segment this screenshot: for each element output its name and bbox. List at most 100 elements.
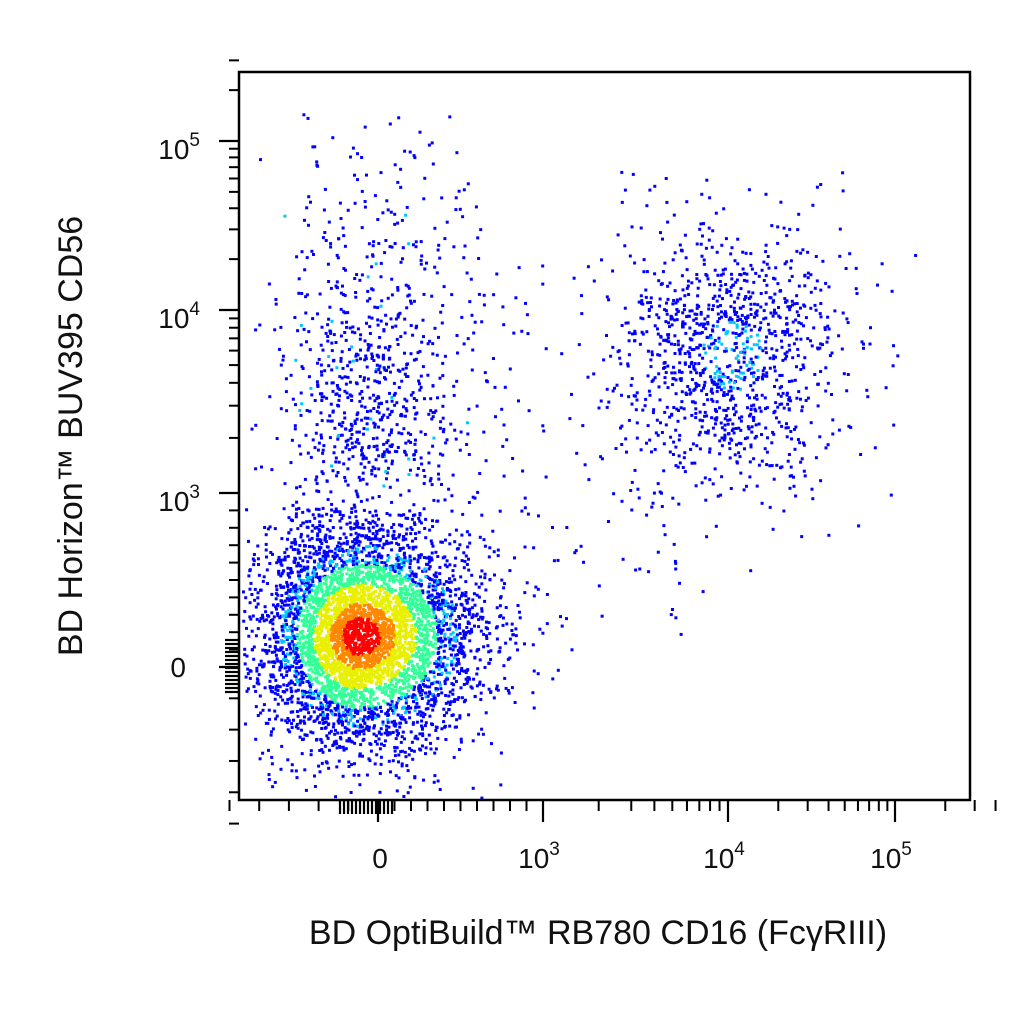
event-dot <box>299 649 303 653</box>
event-dot <box>410 637 414 640</box>
event-dot <box>393 754 397 758</box>
event-dot <box>404 559 408 563</box>
event-dot <box>336 624 340 628</box>
event-dot <box>440 604 444 608</box>
event-dot <box>300 752 304 756</box>
event-dot <box>438 620 442 624</box>
event-dot <box>402 625 406 629</box>
event-dot <box>428 583 432 587</box>
event-dot <box>319 582 323 586</box>
event-dot <box>334 713 337 717</box>
event-dot <box>402 561 406 565</box>
event-dot <box>409 686 413 690</box>
event-dot <box>380 643 384 647</box>
event-dot <box>288 668 291 672</box>
event-dot <box>343 626 347 630</box>
event-dot <box>409 598 413 602</box>
event-dot <box>339 667 343 670</box>
event-dot <box>279 585 283 589</box>
event-dot <box>313 637 317 641</box>
event-dot <box>373 547 377 551</box>
event-dot <box>320 748 324 752</box>
event-dot <box>435 519 439 523</box>
event-dot <box>354 621 358 625</box>
event-dot <box>467 568 471 572</box>
event-dot <box>309 667 313 671</box>
event-dot <box>362 615 366 619</box>
event-dot <box>356 608 360 612</box>
event-dot <box>267 660 271 664</box>
event-dot <box>350 716 354 720</box>
event-dot <box>369 611 373 615</box>
event-dot <box>407 673 411 677</box>
event-dot <box>516 648 519 652</box>
event-dot <box>434 579 437 583</box>
event-dot <box>375 529 379 533</box>
event-dot <box>342 691 346 695</box>
event-dot <box>480 617 484 621</box>
event-dot <box>324 704 328 708</box>
event-dot <box>333 682 337 686</box>
event-dot <box>351 546 355 550</box>
event-dot <box>393 673 397 677</box>
event-dot <box>334 611 338 615</box>
event-dot <box>413 523 417 526</box>
event-dot <box>308 551 312 555</box>
event-dot <box>322 687 326 691</box>
event-dot <box>473 603 477 607</box>
event-dot <box>418 592 422 595</box>
event-dot <box>362 583 365 586</box>
event-dot <box>297 666 301 669</box>
event-dot <box>313 631 317 635</box>
event-dot <box>296 636 300 640</box>
event-dot <box>289 686 293 690</box>
event-dot <box>317 490 321 493</box>
event-dot <box>334 654 338 658</box>
event-dot <box>372 612 376 616</box>
event-dot <box>443 635 446 639</box>
event-dot <box>341 680 345 683</box>
event-dot <box>325 714 329 718</box>
event-dot <box>376 667 380 671</box>
event-dot <box>433 635 437 639</box>
event-dot <box>366 628 370 632</box>
event-dot <box>360 596 364 600</box>
event-dot <box>411 545 415 549</box>
event-dot <box>301 695 305 699</box>
event-dot <box>451 608 455 612</box>
event-dot <box>324 707 328 711</box>
event-dot <box>409 526 413 530</box>
event-dot <box>325 655 329 658</box>
event-dot <box>389 656 393 660</box>
event-dot <box>329 688 333 692</box>
event-dot <box>322 582 326 586</box>
event-dot <box>278 668 282 672</box>
event-dot <box>453 578 457 582</box>
event-dot <box>407 641 411 644</box>
event-dot <box>369 667 373 671</box>
event-dot <box>312 719 316 723</box>
event-dot <box>352 714 356 718</box>
event-dot <box>280 601 284 605</box>
event-dot <box>279 407 283 411</box>
event-dot <box>271 675 275 679</box>
event-dot <box>400 672 404 676</box>
event-dot <box>364 698 368 702</box>
event-dot <box>452 635 456 639</box>
event-dot <box>344 687 348 691</box>
event-dot <box>338 664 342 668</box>
event-dot <box>452 638 456 642</box>
event-dot <box>336 548 340 552</box>
event-dot <box>404 633 408 637</box>
event-dot <box>425 606 429 610</box>
event-dot <box>304 663 308 667</box>
event-dot <box>407 660 411 664</box>
event-dot <box>271 690 275 694</box>
event-dot <box>397 513 401 517</box>
event-dot <box>397 613 401 617</box>
event-dot <box>295 616 299 620</box>
event-dot <box>399 653 403 657</box>
event-dot <box>424 707 428 711</box>
event-dot <box>371 692 375 696</box>
event-dot <box>408 562 412 566</box>
